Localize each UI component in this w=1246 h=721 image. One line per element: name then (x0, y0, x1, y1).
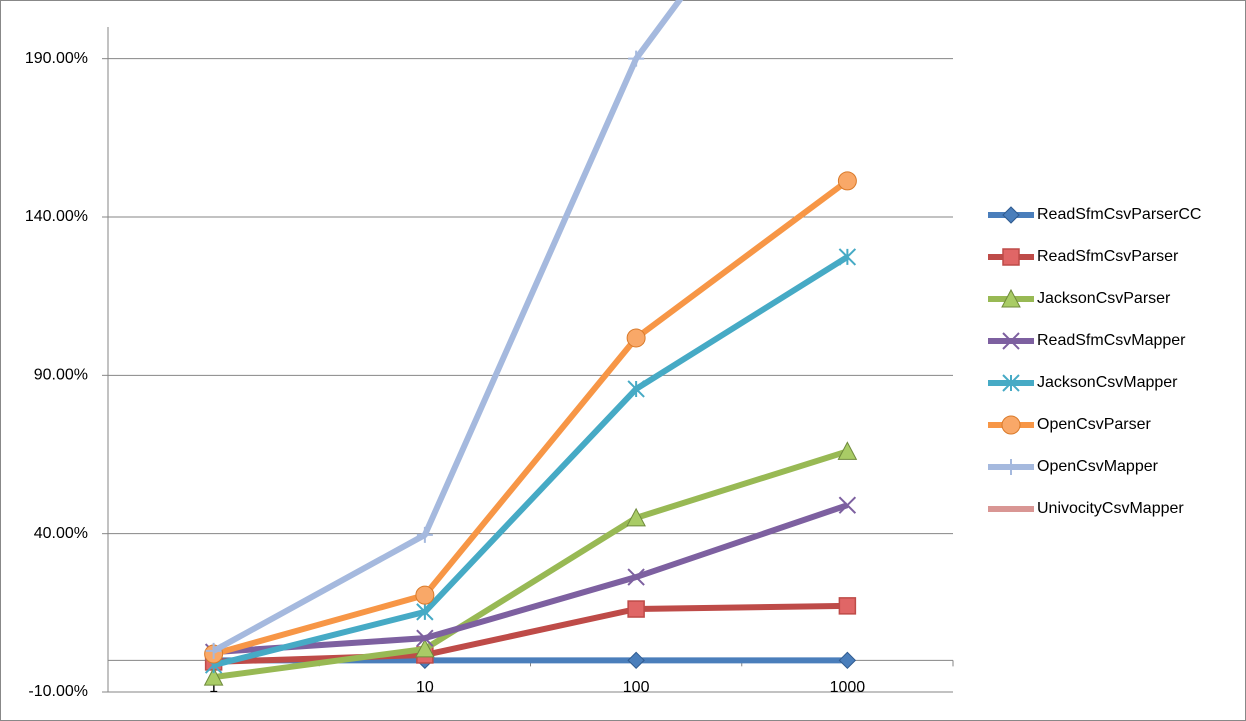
marker (415, 638, 435, 658)
y-tick-label: 140.00% (25, 208, 88, 225)
legend-marker (1001, 415, 1021, 435)
x-tick-label: 1 (209, 679, 218, 696)
y-tick-label: 40.00% (34, 525, 88, 542)
legend-marker (1002, 374, 1020, 392)
marker (838, 597, 857, 615)
y-tick-label: 190.00% (25, 50, 88, 67)
legend-label: OpenCsvParser (1037, 416, 1151, 433)
marker (203, 667, 224, 686)
series-line (212, 178, 850, 657)
marker (837, 441, 858, 460)
marker (627, 380, 645, 398)
marker (627, 600, 645, 618)
legend-marker (1002, 206, 1020, 224)
series-line (213, 602, 848, 665)
marker (205, 642, 222, 659)
legend-marker (1002, 332, 1020, 350)
legend-label: ReadSfmCsvParser (1037, 248, 1179, 265)
y-tick-label: 90.00% (34, 367, 88, 384)
legend-label: UnivocityCsvMapper (1037, 500, 1184, 517)
legend-marker (1001, 288, 1021, 308)
marker (838, 651, 857, 670)
legend-label: OpenCsvMapper (1037, 458, 1159, 475)
x-tick-label: 10 (416, 679, 434, 696)
marker (627, 651, 645, 670)
marker (627, 568, 645, 586)
legend-label: JacksonCsvParser (1037, 290, 1171, 307)
marker (415, 585, 435, 605)
x-tick-label: 100 (623, 679, 650, 696)
y-tick-label: -10.00% (28, 683, 88, 700)
legend-label: ReadSfmCsvParserCC (1037, 206, 1201, 223)
legend-label: JacksonCsvMapper (1037, 374, 1178, 391)
marker (628, 50, 645, 67)
marker (416, 603, 434, 621)
marker (626, 328, 646, 348)
marker (626, 507, 646, 527)
marker (838, 248, 857, 266)
legend-marker (1003, 459, 1019, 475)
marker (416, 526, 433, 543)
plot-area (203, 0, 858, 686)
legend-marker (1002, 248, 1020, 266)
series-line (213, 448, 849, 681)
marker (838, 496, 857, 514)
marker (837, 171, 857, 191)
x-tick-label: 1000 (830, 679, 866, 696)
series-line (212, 254, 849, 668)
legend-label: ReadSfmCsvMapper (1037, 332, 1186, 349)
series-line (212, 0, 684, 654)
series-line (213, 502, 849, 656)
marker (416, 629, 434, 647)
